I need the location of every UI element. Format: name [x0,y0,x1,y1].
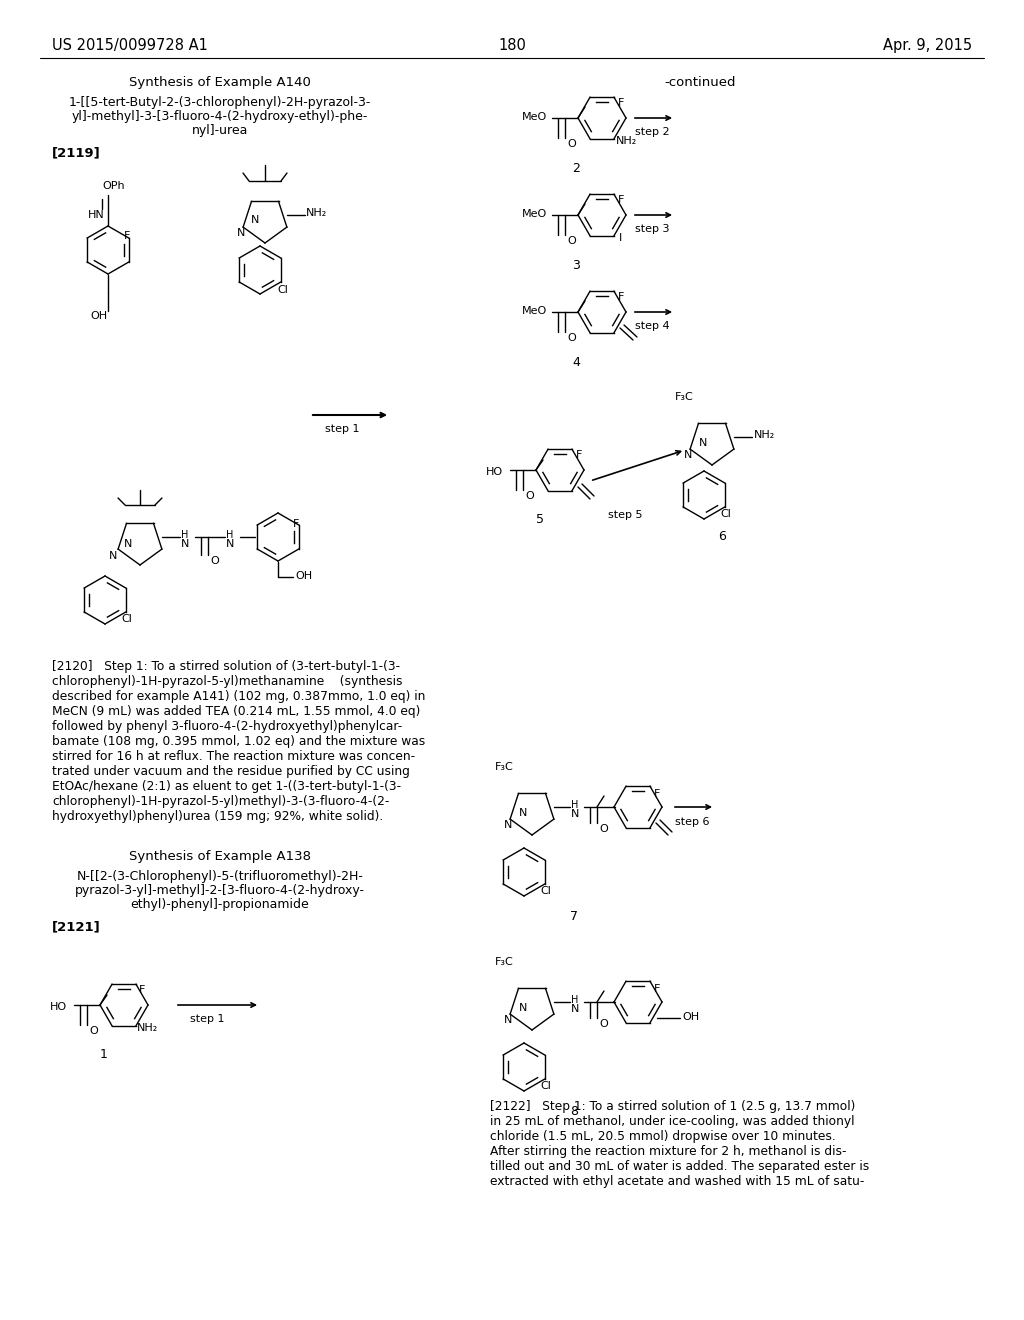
Text: OH: OH [90,312,108,321]
Text: Synthesis of Example A140: Synthesis of Example A140 [129,77,311,88]
Text: US 2015/0099728 A1: US 2015/0099728 A1 [52,38,208,53]
Text: N: N [571,1005,580,1014]
Text: F: F [293,519,299,529]
Text: F: F [618,292,625,302]
Text: Synthesis of Example A138: Synthesis of Example A138 [129,850,311,863]
Text: 5: 5 [536,513,544,525]
Text: N: N [504,1015,512,1026]
Text: F₃C: F₃C [675,392,693,403]
Text: -continued: -continued [665,77,736,88]
Text: NH₂: NH₂ [754,430,775,440]
Text: OH: OH [682,1012,699,1022]
Text: Cl: Cl [540,886,551,896]
Text: Cl: Cl [121,614,132,624]
Text: N: N [237,228,246,238]
Text: MeO: MeO [522,112,547,121]
Text: OPh: OPh [102,181,125,191]
Text: F: F [575,450,583,459]
Text: step 2: step 2 [635,127,670,137]
Text: N-[[2-(3-Chlorophenyl)-5-(trifluoromethyl)-2H-: N-[[2-(3-Chlorophenyl)-5-(trifluoromethy… [77,870,364,883]
Text: O: O [599,824,608,834]
Text: O: O [567,333,575,343]
Text: F: F [654,789,660,799]
Text: F: F [618,98,625,108]
Text: HO: HO [486,467,503,477]
Text: 1: 1 [100,1048,108,1061]
Text: 4: 4 [572,356,580,370]
Text: Cl: Cl [540,1081,551,1092]
Text: H: H [181,531,188,540]
Text: F: F [124,231,130,242]
Text: HN: HN [88,210,104,220]
Text: HO: HO [50,1002,68,1012]
Text: [2121]: [2121] [52,920,100,933]
Text: 7: 7 [570,909,578,923]
Text: N: N [124,539,132,549]
Text: step 4: step 4 [635,321,670,331]
Text: N: N [684,450,692,459]
Text: 180: 180 [498,38,526,53]
Text: N: N [519,1003,527,1012]
Text: I: I [618,234,623,243]
Text: NH₂: NH₂ [616,136,637,147]
Text: N: N [226,539,234,549]
Text: step 6: step 6 [675,817,710,828]
Text: yl]-methyl]-3-[3-fluoro-4-(2-hydroxy-ethyl)-phe-: yl]-methyl]-3-[3-fluoro-4-(2-hydroxy-eth… [72,110,369,123]
Text: N: N [699,438,708,447]
Text: F: F [139,985,145,995]
Text: H: H [571,995,579,1005]
Text: MeO: MeO [522,306,547,315]
Text: NH₂: NH₂ [306,209,328,218]
Text: [2120]   Step 1: To a stirred solution of (3-tert-butyl-1-(3-
chlorophenyl)-1H-p: [2120] Step 1: To a stirred solution of … [52,660,425,822]
Text: O: O [599,1019,608,1030]
Text: N: N [181,539,189,549]
Text: MeO: MeO [522,209,547,219]
Text: NH₂: NH₂ [137,1023,159,1034]
Text: Cl: Cl [720,510,731,519]
Text: N: N [519,808,527,818]
Text: N: N [504,820,512,830]
Text: H: H [226,531,233,540]
Text: [2122]   Step 1: To a stirred solution of 1 (2.5 g, 13.7 mmol)
in 25 mL of metha: [2122] Step 1: To a stirred solution of … [490,1100,869,1188]
Text: N: N [251,215,259,224]
Text: O: O [210,556,219,566]
Text: F: F [654,983,660,994]
Text: O: O [89,1026,97,1036]
Text: H: H [571,800,579,810]
Text: nyl]-urea: nyl]-urea [191,124,248,137]
Text: [2119]: [2119] [52,147,100,158]
Text: pyrazol-3-yl]-methyl]-2-[3-fluoro-4-(2-hydroxy-: pyrazol-3-yl]-methyl]-2-[3-fluoro-4-(2-h… [75,884,365,898]
Text: F: F [618,195,625,205]
Text: step 1: step 1 [325,424,359,434]
Text: 3: 3 [572,259,580,272]
Text: 2: 2 [572,162,580,176]
Text: N: N [109,550,118,561]
Text: O: O [525,491,534,502]
Text: ethyl)-phenyl]-propionamide: ethyl)-phenyl]-propionamide [131,898,309,911]
Text: step 5: step 5 [608,510,642,520]
Text: F₃C: F₃C [495,957,514,968]
Text: step 3: step 3 [635,224,670,234]
Text: O: O [567,139,575,149]
Text: Apr. 9, 2015: Apr. 9, 2015 [883,38,972,53]
Text: Cl: Cl [278,285,288,294]
Text: 6: 6 [718,531,726,543]
Text: N: N [571,809,580,818]
Text: step 1: step 1 [190,1014,224,1024]
Text: O: O [567,236,575,246]
Text: F₃C: F₃C [495,762,514,772]
Text: 8: 8 [570,1105,578,1118]
Text: 1-[[5-tert-Butyl-2-(3-chlorophenyl)-2H-pyrazol-3-: 1-[[5-tert-Butyl-2-(3-chlorophenyl)-2H-p… [69,96,371,110]
Text: OH: OH [295,572,312,581]
